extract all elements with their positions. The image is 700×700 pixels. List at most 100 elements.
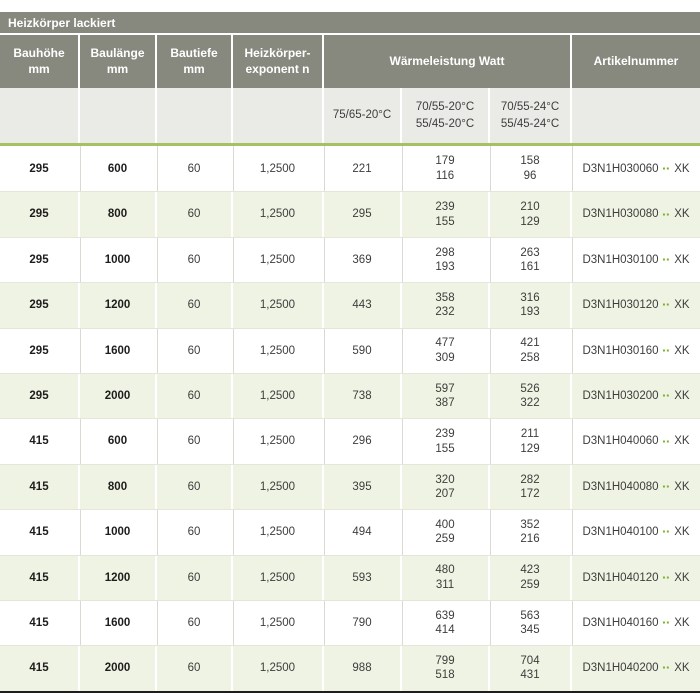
cell-watt-70-55-24: 563 345 — [488, 600, 570, 646]
cell-watt-75-65: 221 — [322, 146, 400, 192]
cell-bautiefe: 60 — [155, 646, 231, 691]
header-unit: mm — [106, 61, 129, 76]
watt-value: 597 — [435, 382, 455, 395]
cell-bauhoehe: 415 — [29, 571, 49, 584]
watt-value: 193 — [520, 306, 540, 319]
table-row: 415 800 60 1,2500 395 320 207 282 172 D3… — [0, 463, 700, 510]
watt-value: 158 — [520, 155, 540, 168]
cell-bautiefe: 60 — [155, 373, 231, 419]
cell-watt-70-55-24: 423 259 — [488, 555, 570, 600]
artikelnummer-text: D3N1H030060 — [582, 162, 659, 175]
artikelnummer-text: D3N1H040080 — [582, 480, 659, 493]
cell-baulaenge: 1200 — [78, 555, 155, 600]
cell-exponent: 1,2500 — [231, 646, 322, 691]
table-row: 295 1200 60 1,2500 443 358 232 316 193 D… — [0, 282, 700, 328]
table-title: Heizkörper lackiert — [8, 15, 116, 30]
watt-value: 207 — [435, 487, 455, 500]
subheader-spacer — [78, 88, 155, 143]
cell-bauhoehe: 415 — [29, 662, 49, 675]
color-code-dots-icon: ▪▪ — [662, 663, 671, 673]
cell-watt-75-65: 494 — [322, 510, 400, 555]
subheader-spacer — [155, 88, 231, 143]
cell-watt-70-55-20: 179 116 — [400, 146, 488, 192]
artikelnummer-text: D3N1H030100 — [582, 253, 659, 266]
cell-watt-70-55-24: 704 431 — [488, 646, 570, 691]
artikelnummer-text: D3N1H040160 — [582, 616, 659, 629]
watt-value: 116 — [435, 169, 455, 182]
cell-bautiefe: 60 — [155, 464, 231, 510]
cell-bauhoehe: 295 — [29, 389, 49, 402]
watt-value: 232 — [435, 306, 455, 319]
header-unit: mm — [183, 61, 205, 76]
cell-baulaenge: 800 — [78, 192, 155, 237]
cell-artikelnummer: D3N1H040200 ▪▪ XK — [570, 646, 700, 691]
color-code-dots-icon: ▪▪ — [662, 254, 671, 264]
cell-baulaenge: 800 — [78, 464, 155, 510]
artikelnummer-text: D3N1H030160 — [582, 344, 659, 357]
watt-value: 172 — [520, 487, 540, 500]
cell-watt-75-65: 738 — [322, 373, 400, 419]
cell-watt-70-55-20: 400 259 — [400, 510, 488, 555]
watt-value: 210 — [520, 201, 540, 214]
watt-value: 155 — [435, 442, 455, 455]
watt-value: 211 — [520, 428, 540, 441]
cell-artikelnummer: D3N1H030080 ▪▪ XK — [570, 192, 700, 237]
cell-watt-70-55-20: 298 193 — [400, 237, 488, 283]
color-code-dots-icon: ▪▪ — [662, 163, 671, 173]
cell-bautiefe: 60 — [155, 146, 231, 192]
cell-watt-70-55-20: 477 309 — [400, 328, 488, 373]
color-code-dots-icon: ▪▪ — [662, 572, 671, 582]
watt-value: 316 — [520, 291, 540, 304]
green-accent-divider — [0, 143, 700, 146]
cell-bauhoehe: 295 — [29, 299, 49, 312]
table-title-bar: Heizkörper lackiert — [0, 12, 700, 33]
watt-value: 259 — [520, 578, 540, 591]
color-code-dots-icon: ▪▪ — [662, 436, 671, 446]
cell-exponent: 1,2500 — [231, 328, 322, 373]
watt-value: 477 — [435, 337, 455, 350]
cell-bauhoehe: 415 — [29, 526, 49, 539]
watt-value: 298 — [435, 246, 455, 259]
cell-bautiefe: 60 — [155, 328, 231, 373]
column-header-bauhoehe: Bauhöhe mm — [0, 35, 78, 88]
watt-value: 431 — [520, 669, 540, 682]
watt-value: 322 — [520, 397, 540, 410]
cell-watt-70-55-20: 480 311 — [400, 555, 488, 600]
cell-watt-70-55-20: 320 207 — [400, 464, 488, 510]
cell-baulaenge: 600 — [78, 146, 155, 192]
cell-watt-70-55-24: 421 258 — [488, 328, 570, 373]
watt-value: 96 — [523, 169, 537, 182]
cell-bauhoehe: 415 — [29, 435, 49, 448]
table-row: 295 800 60 1,2500 295 239 155 210 129 D3… — [0, 191, 700, 237]
cell-artikelnummer: D3N1H040080 ▪▪ XK — [570, 464, 700, 510]
table-row: 415 600 60 1,2500 296 239 155 211 129 D3… — [0, 418, 700, 464]
watt-value: 423 — [520, 564, 540, 577]
watt-value: 799 — [435, 655, 455, 668]
cell-artikelnummer: D3N1H030200 ▪▪ XK — [570, 373, 700, 419]
artikelnummer-suffix: XK — [674, 616, 690, 629]
header-label: Bauhöhe — [13, 45, 65, 60]
cell-artikelnummer: D3N1H040060 ▪▪ XK — [570, 419, 700, 464]
artikelnummer-text: D3N1H040200 — [582, 662, 659, 675]
watt-value: 263 — [520, 246, 540, 259]
column-header-exponent: Heizkörper- exponent n — [231, 35, 322, 88]
cell-artikelnummer: D3N1H030160 ▪▪ XK — [570, 328, 700, 373]
cell-watt-70-55-20: 799 518 — [400, 646, 488, 691]
artikelnummer-text: D3N1H040060 — [582, 435, 659, 448]
cell-watt-70-55-20: 239 155 — [400, 192, 488, 237]
artikelnummer-text: D3N1H030120 — [582, 299, 659, 312]
cell-baulaenge: 2000 — [78, 646, 155, 691]
watt-value: 414 — [435, 624, 455, 637]
subheader-70-55-20: 70/55-20°C 55/45-20°C — [400, 88, 488, 143]
watt-value: 639 — [435, 609, 455, 622]
cell-baulaenge: 1000 — [78, 237, 155, 283]
cell-bautiefe: 60 — [155, 510, 231, 555]
artikelnummer-suffix: XK — [674, 435, 690, 448]
cell-bautiefe: 60 — [155, 237, 231, 283]
header-label: Bautiefe — [170, 45, 218, 60]
watt-value: 358 — [435, 291, 455, 304]
cell-bauhoehe: 415 — [29, 616, 49, 629]
artikelnummer-suffix: XK — [674, 571, 690, 584]
artikelnummer-suffix: XK — [674, 344, 690, 357]
cell-exponent: 1,2500 — [231, 464, 322, 510]
